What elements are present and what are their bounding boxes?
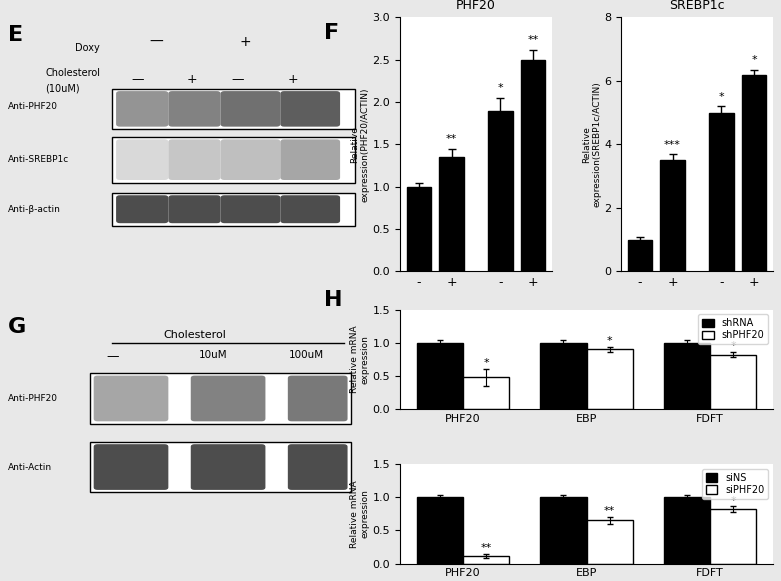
Text: —: — — [106, 350, 119, 363]
Bar — [709, 113, 733, 271]
Text: Anti-β-actin: Anti-β-actin — [8, 205, 61, 214]
Legend: shRNA, shPHF20: shRNA, shPHF20 — [698, 314, 769, 344]
FancyBboxPatch shape — [94, 444, 169, 490]
FancyBboxPatch shape — [220, 91, 280, 127]
Y-axis label: Relative mRNA
expression: Relative mRNA expression — [351, 480, 369, 547]
Text: *: * — [497, 83, 503, 93]
Bar — [540, 343, 587, 409]
Y-axis label: Relative mRNA
expression: Relative mRNA expression — [351, 325, 369, 393]
Text: +: + — [288, 73, 298, 87]
FancyBboxPatch shape — [280, 91, 340, 127]
Text: -Doxy: -Doxy — [460, 327, 492, 338]
Text: -Doxy: -Doxy — [681, 327, 713, 338]
FancyBboxPatch shape — [90, 373, 351, 424]
Text: E: E — [8, 25, 23, 45]
Text: (10uM): (10uM) — [45, 84, 80, 94]
FancyBboxPatch shape — [112, 137, 355, 182]
Bar — [587, 349, 633, 409]
Text: *: * — [607, 336, 612, 346]
FancyBboxPatch shape — [169, 139, 220, 180]
FancyBboxPatch shape — [288, 444, 348, 490]
FancyBboxPatch shape — [169, 91, 220, 127]
FancyBboxPatch shape — [112, 193, 355, 226]
Bar — [710, 355, 756, 409]
Text: F: F — [324, 23, 339, 43]
Bar — [742, 74, 766, 271]
Text: +Doxy: +Doxy — [732, 327, 769, 338]
Text: Anti-PHF20: Anti-PHF20 — [8, 394, 58, 403]
Text: —: — — [150, 35, 163, 49]
Text: Anti-SREBP1c: Anti-SREBP1c — [8, 155, 69, 164]
FancyBboxPatch shape — [112, 88, 355, 129]
Bar — [710, 509, 756, 564]
Bar — [407, 187, 431, 271]
FancyBboxPatch shape — [169, 195, 220, 223]
Bar — [463, 555, 509, 564]
Text: +: + — [239, 35, 251, 49]
Title: PHF20: PHF20 — [456, 0, 496, 12]
Text: **: ** — [604, 507, 615, 517]
FancyBboxPatch shape — [280, 195, 340, 223]
Text: +: + — [187, 73, 198, 87]
Bar — [540, 497, 587, 564]
Text: *: * — [751, 55, 757, 66]
Bar — [664, 343, 710, 409]
Title: SREBP1c: SREBP1c — [669, 0, 725, 12]
Bar — [521, 60, 545, 271]
Text: Anti-Actin: Anti-Actin — [8, 462, 52, 472]
FancyBboxPatch shape — [288, 375, 348, 421]
Text: Cholesterol: Cholesterol — [163, 330, 226, 340]
Text: Doxy: Doxy — [75, 43, 100, 53]
Y-axis label: Relative
expression(SREBP1c/ACTIN): Relative expression(SREBP1c/ACTIN) — [582, 81, 601, 207]
FancyBboxPatch shape — [280, 139, 340, 180]
Bar — [660, 160, 685, 271]
Bar — [587, 521, 633, 564]
Text: **: ** — [446, 134, 457, 144]
Text: *: * — [730, 342, 736, 352]
Text: —: — — [131, 73, 144, 87]
FancyBboxPatch shape — [116, 91, 169, 127]
FancyBboxPatch shape — [220, 195, 280, 223]
Bar — [463, 377, 509, 409]
FancyBboxPatch shape — [90, 442, 351, 493]
Text: 100uM: 100uM — [289, 350, 324, 360]
Text: H: H — [324, 290, 343, 310]
Y-axis label: Relative
expression(PHF20/ACTIN): Relative expression(PHF20/ACTIN) — [350, 87, 369, 202]
Bar — [417, 497, 463, 564]
Legend: siNS, siPHF20: siNS, siPHF20 — [702, 469, 769, 498]
Text: **: ** — [527, 35, 539, 45]
Bar — [417, 343, 463, 409]
Text: ***: *** — [664, 139, 681, 150]
Text: Cholesterol: Cholesterol — [45, 68, 100, 78]
FancyBboxPatch shape — [116, 139, 169, 180]
FancyBboxPatch shape — [94, 375, 169, 421]
Bar — [664, 497, 710, 564]
FancyBboxPatch shape — [191, 375, 266, 421]
Text: 10uM: 10uM — [199, 350, 227, 360]
Bar — [628, 240, 652, 271]
FancyBboxPatch shape — [116, 195, 169, 223]
Text: Anti-PHF20: Anti-PHF20 — [8, 102, 58, 111]
Text: —: — — [232, 73, 244, 87]
FancyBboxPatch shape — [191, 444, 266, 490]
Text: *: * — [719, 92, 724, 102]
Text: **: ** — [480, 543, 492, 553]
FancyBboxPatch shape — [220, 139, 280, 180]
Text: *: * — [730, 496, 736, 506]
Bar — [488, 110, 512, 271]
Text: *: * — [483, 358, 489, 368]
Text: +Doxy: +Doxy — [511, 327, 548, 338]
Text: G: G — [8, 317, 26, 337]
Bar — [440, 157, 464, 271]
